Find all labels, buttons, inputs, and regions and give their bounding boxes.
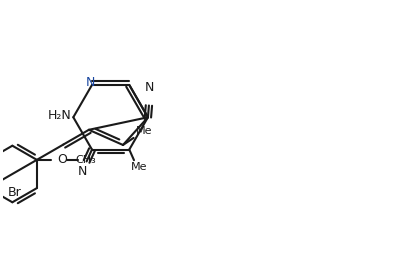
Text: CH₃: CH₃ [76,155,96,165]
Text: N: N [85,77,95,90]
Text: Me: Me [137,126,153,136]
Text: H₂N: H₂N [48,109,72,122]
Text: O: O [57,153,67,166]
Text: N: N [78,165,87,178]
Text: Br: Br [8,186,21,199]
Text: N: N [145,81,154,94]
Text: Me: Me [131,162,147,172]
